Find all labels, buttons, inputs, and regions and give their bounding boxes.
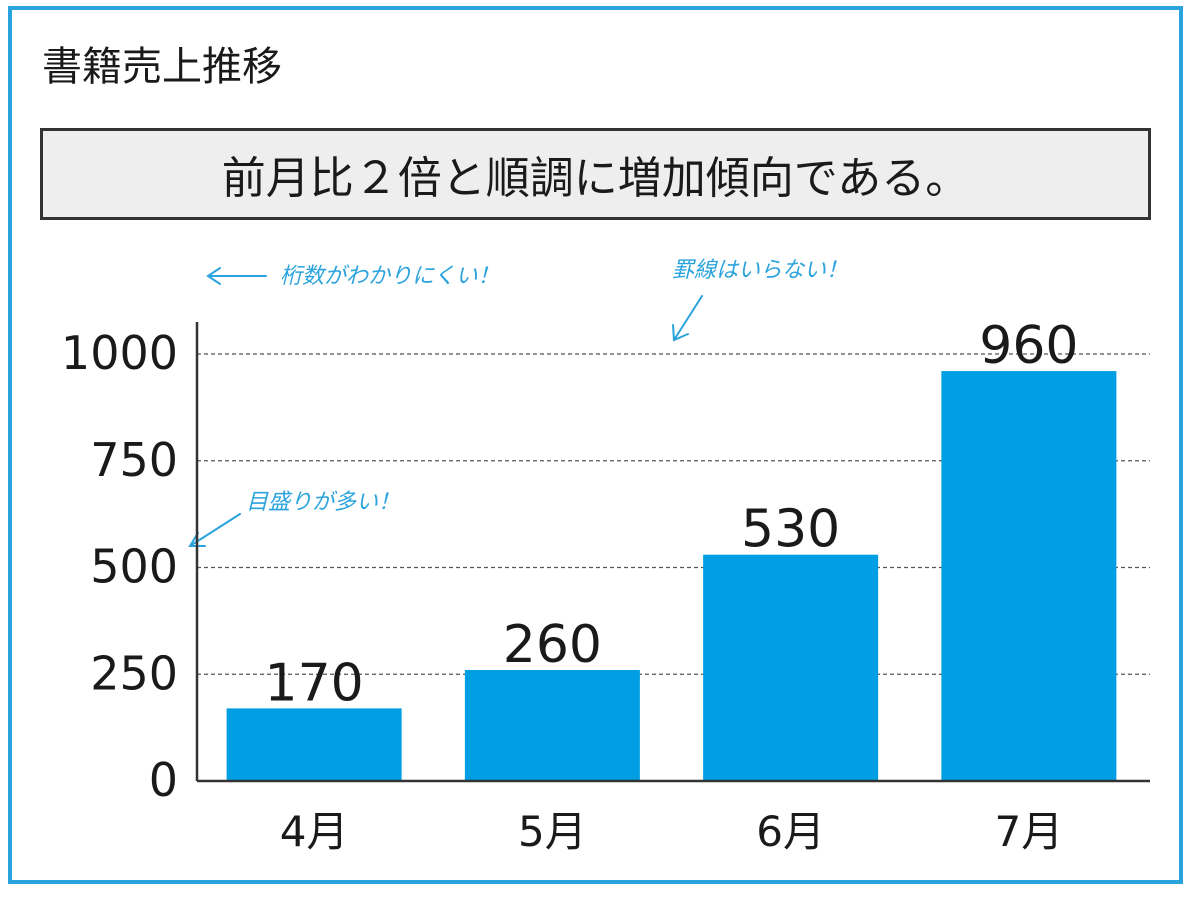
chart-title: 書籍売上推移	[42, 44, 282, 90]
data-label: 530	[741, 500, 840, 560]
data-label: 960	[979, 316, 1078, 376]
annotation-arrow-gridlines	[672, 295, 703, 342]
x-tick-label: 6月	[756, 807, 825, 856]
bar	[464, 669, 640, 781]
bar	[941, 371, 1117, 781]
y-tick-label: 1000	[61, 326, 178, 380]
x-tick-label: 5月	[518, 807, 587, 856]
annotation-ticks: 目盛りが多い！	[246, 490, 401, 515]
annotation-arrow-digits	[206, 267, 267, 285]
x-tick-label: 7月	[995, 807, 1064, 856]
message-text: 前月比２倍と順調に増加傾向である。	[221, 153, 970, 204]
message-box: 前月比２倍と順調に増加傾向である。	[40, 128, 1151, 220]
y-tick-label: 500	[90, 540, 178, 594]
y-tick-label: 0	[149, 753, 178, 807]
bar	[226, 708, 402, 781]
y-tick-label: 250	[90, 646, 178, 700]
bar	[703, 554, 879, 781]
annotation-gridlines: 罫線はいらない！	[672, 258, 849, 283]
annotation-arrow-ticks	[188, 513, 241, 547]
y-tick-label: 750	[90, 433, 178, 487]
data-label: 170	[264, 653, 363, 713]
x-tick-label: 4月	[280, 807, 349, 856]
data-label: 260	[503, 615, 602, 675]
annotation-digits: 桁数がわかりにくい！	[280, 264, 500, 289]
